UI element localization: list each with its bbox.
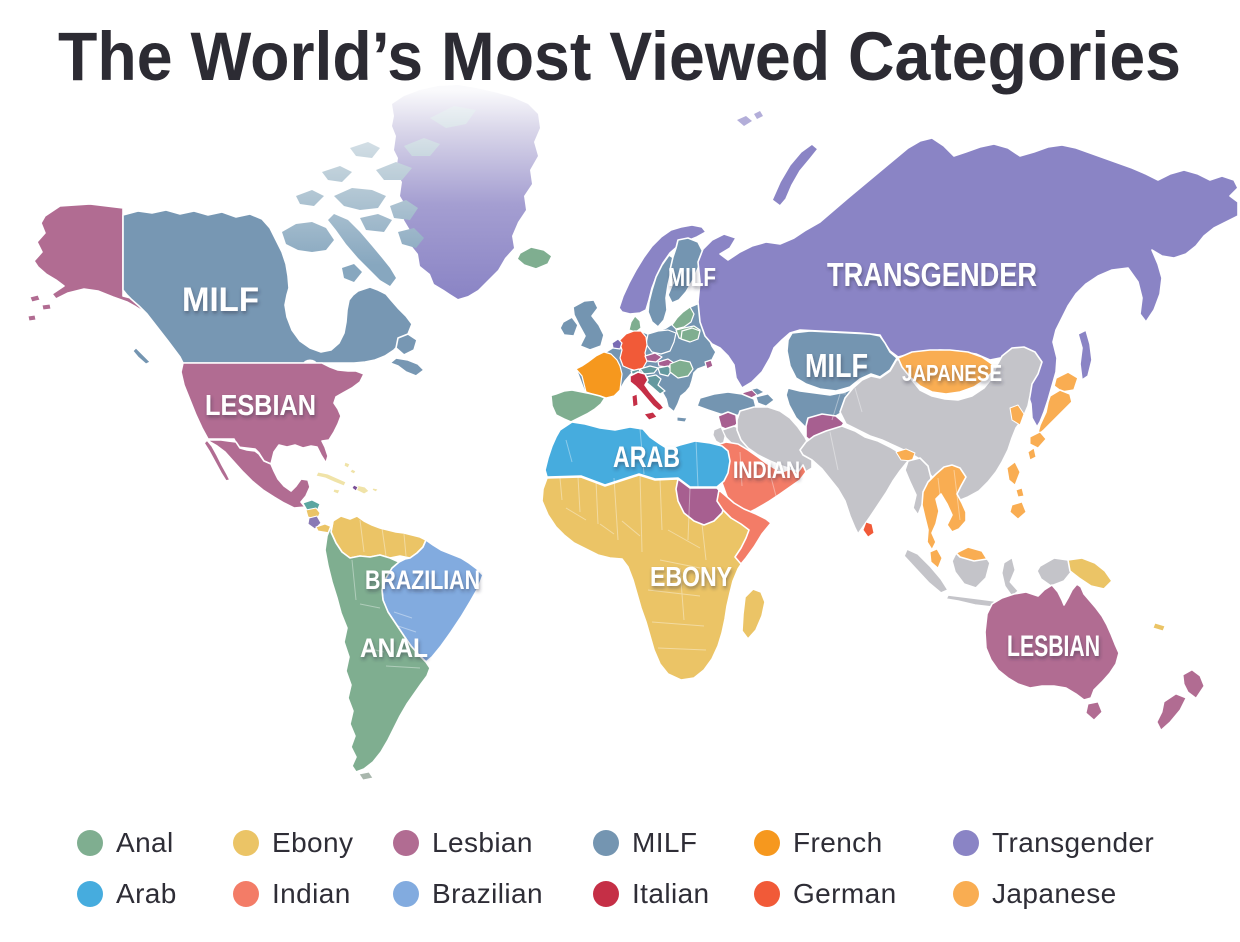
- svg-text:LESBIAN: LESBIAN: [205, 390, 316, 422]
- svg-text:LESBIAN: LESBIAN: [1007, 630, 1100, 663]
- svg-text:MILF: MILF: [182, 281, 259, 319]
- svg-text:MILF: MILF: [668, 262, 716, 292]
- svg-text:MILF: MILF: [805, 347, 868, 384]
- svg-text:ANAL: ANAL: [360, 633, 428, 663]
- svg-text:EBONY: EBONY: [650, 561, 732, 592]
- svg-text:JAPANESE: JAPANESE: [902, 360, 1002, 386]
- svg-text:INDIAN: INDIAN: [733, 457, 800, 484]
- svg-text:The World’s Most Viewed Catego: The World’s Most Viewed Categories: [58, 18, 1181, 95]
- svg-text:TRANSGENDER: TRANSGENDER: [827, 256, 1037, 293]
- svg-text:ARAB: ARAB: [613, 441, 680, 474]
- svg-text:BRAZILIAN: BRAZILIAN: [365, 565, 480, 595]
